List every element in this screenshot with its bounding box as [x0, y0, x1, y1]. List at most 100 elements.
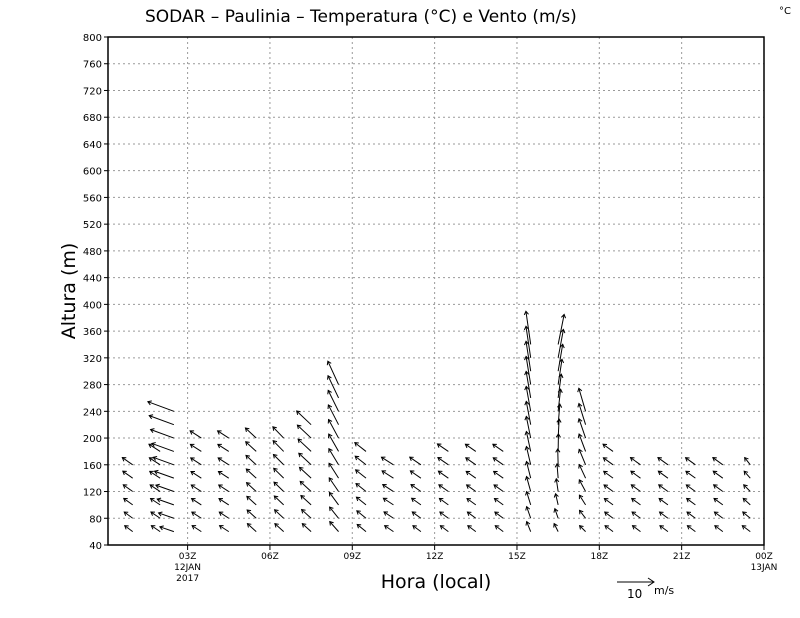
wind-vector: [412, 525, 422, 533]
wind-vector: [629, 457, 641, 466]
wind-vector: [274, 523, 285, 533]
wind-vector: [329, 506, 339, 519]
wind-vector: [216, 430, 230, 439]
wind-vector: [493, 484, 504, 492]
wind-vector: [741, 525, 751, 533]
wind-vector: [603, 511, 614, 519]
wind-vector: [411, 511, 422, 519]
y-axis-label: Altura (m): [58, 243, 80, 340]
y-tick-label: 640: [83, 140, 102, 151]
y-tick-label: 240: [83, 407, 102, 418]
wind-vector: [577, 433, 587, 452]
wind-vector: [684, 457, 696, 466]
unit-corner-label: °C: [779, 6, 791, 17]
wind-vector: [218, 525, 230, 533]
wind-vector: [154, 483, 175, 492]
wind-vector: [295, 410, 312, 426]
wind-vector: [657, 457, 669, 466]
wind-vector: [327, 374, 340, 399]
x-tick-sublabel: 13JAN: [751, 563, 778, 573]
y-tick-label: 520: [83, 220, 102, 231]
wind-vector: [713, 511, 724, 519]
wind-vector: [437, 470, 449, 479]
wind-vector: [685, 484, 696, 492]
wind-vector: [383, 525, 394, 533]
wind-vector: [245, 482, 257, 492]
wind-vector: [149, 428, 175, 439]
y-tick-label: 120: [83, 488, 102, 499]
wind-vector: [742, 511, 751, 519]
wind-vector: [246, 495, 257, 506]
wind-vector: [121, 457, 133, 466]
y-tick-label: 680: [83, 113, 102, 124]
wind-vector: [217, 484, 230, 492]
wind-vector: [383, 511, 394, 519]
wind-vector: [712, 484, 724, 492]
wind-vector: [301, 523, 312, 533]
wind-vector: [329, 520, 339, 532]
y-tick-label: 560: [83, 193, 102, 204]
chart-title: SODAR – Paulinia – Temperatura (°C) e Ve…: [145, 7, 577, 27]
wind-vector: [712, 457, 724, 466]
wind-vector: [328, 491, 339, 506]
wind-vector: [300, 494, 312, 506]
wind-vector: [631, 525, 641, 533]
wind-vector: [149, 497, 161, 506]
wind-vector: [158, 525, 175, 533]
wind-vector: [354, 469, 367, 479]
y-tick-label: 360: [83, 327, 102, 338]
wind-vector: [439, 525, 449, 533]
wind-vector: [524, 370, 532, 399]
wind-vector: [578, 494, 587, 506]
wind-vector: [631, 511, 641, 519]
wind-vector: [465, 457, 477, 466]
wind-vector: [743, 470, 751, 479]
wind-vector: [299, 480, 312, 492]
wind-vector: [525, 520, 532, 532]
wind-vector: [355, 482, 367, 492]
y-tick-label: 480: [83, 247, 102, 258]
wind-vector: [464, 443, 477, 452]
wind-vector: [218, 498, 230, 506]
wind-vector: [659, 525, 669, 533]
wind-vector: [658, 497, 669, 506]
y-tick-label: 280: [83, 381, 102, 392]
wind-vector: [436, 443, 449, 452]
wind-vector: [438, 484, 449, 492]
wind-vector: [524, 385, 532, 412]
wind-vector: [524, 355, 532, 385]
wind-vector: [217, 443, 230, 452]
wind-vector: [122, 484, 133, 492]
wind-vector: [554, 462, 560, 479]
wind-vector: [148, 457, 161, 466]
wind-vector: [439, 511, 449, 519]
wind-vector: [524, 415, 532, 439]
wind-vector: [245, 468, 257, 479]
y-tick-label: 80: [89, 514, 102, 525]
wind-vector: [714, 525, 724, 533]
wind-vector: [245, 441, 257, 452]
wind-vector: [273, 467, 285, 479]
wind-vector: [296, 424, 312, 439]
wind-vector: [153, 469, 175, 479]
x-tick-label: 12Z: [426, 552, 444, 562]
wind-vector: [577, 417, 587, 439]
wind-vector: [148, 443, 161, 452]
wind-vector: [189, 457, 202, 466]
y-tick-label: 200: [83, 434, 102, 445]
wind-vector: [246, 523, 257, 533]
x-tick-sublabel: 12JAN: [174, 563, 201, 573]
wind-vector: [578, 524, 586, 532]
wind-vector: [380, 456, 394, 466]
wind-vector: [217, 470, 230, 479]
wind-vector: [298, 452, 312, 466]
wind-vector: [686, 525, 696, 533]
wind-vector: [150, 442, 175, 452]
wind-vector: [356, 510, 367, 519]
wind-vector: [122, 470, 133, 479]
wind-vector: [381, 484, 394, 492]
wind-vector: [603, 484, 614, 492]
y-tick-label: 720: [83, 86, 102, 97]
wind-vector: [354, 455, 367, 466]
wind-vector: [577, 387, 587, 412]
